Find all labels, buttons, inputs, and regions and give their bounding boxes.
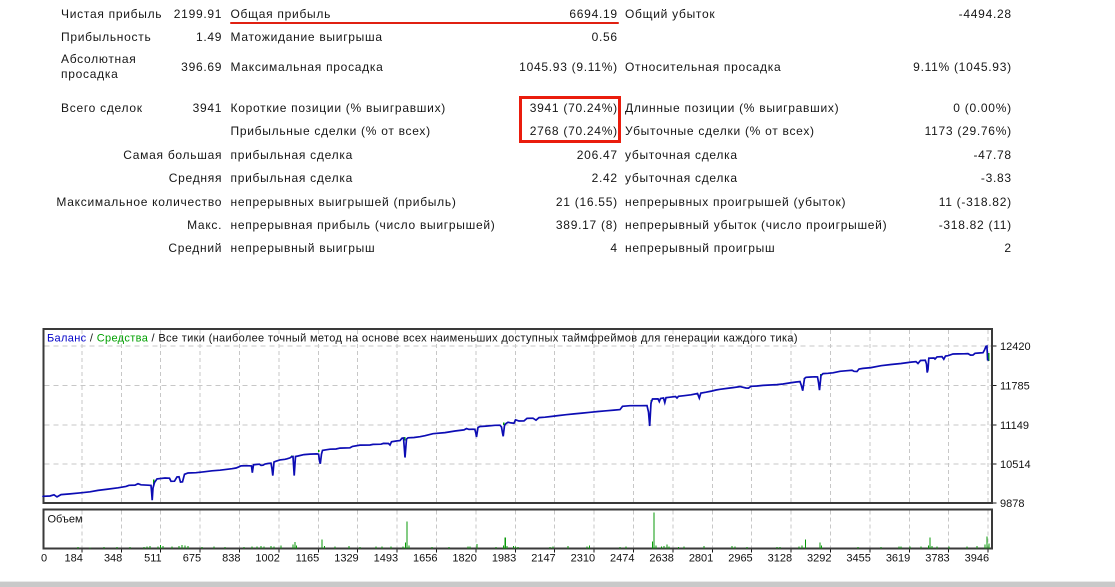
svg-text:11149: 11149 (1000, 420, 1029, 432)
svg-text:184: 184 (65, 553, 83, 565)
svg-text:2801: 2801 (689, 553, 713, 565)
svg-text:11785: 11785 (1000, 380, 1030, 392)
svg-text:3455: 3455 (846, 553, 870, 565)
svg-text:3128: 3128 (768, 553, 792, 565)
svg-text:1002: 1002 (255, 553, 279, 565)
svg-text:838: 838 (222, 553, 240, 565)
svg-text:348: 348 (104, 553, 122, 565)
svg-text:10514: 10514 (1000, 459, 1031, 471)
svg-text:3946: 3946 (965, 553, 989, 565)
svg-text:2147: 2147 (531, 553, 555, 565)
svg-text:2474: 2474 (610, 553, 634, 565)
svg-text:511: 511 (144, 553, 162, 565)
svg-text:12420: 12420 (1000, 341, 1031, 353)
svg-text:2965: 2965 (728, 553, 752, 565)
svg-text:1329: 1329 (334, 553, 358, 565)
svg-text:1983: 1983 (492, 553, 516, 565)
svg-text:675: 675 (183, 553, 201, 565)
svg-text:3783: 3783 (925, 553, 949, 565)
svg-text:2638: 2638 (649, 553, 673, 565)
svg-text:1165: 1165 (296, 553, 320, 565)
svg-text:Баланс / Средства / Все тики (: Баланс / Средства / Все тики (наиболее т… (47, 333, 798, 345)
svg-text:1656: 1656 (413, 553, 437, 565)
svg-text:1493: 1493 (374, 553, 398, 565)
svg-text:2310: 2310 (571, 553, 595, 565)
svg-text:3619: 3619 (886, 553, 910, 565)
svg-text:Объем: Объем (48, 514, 83, 526)
svg-text:9878: 9878 (1000, 498, 1024, 510)
svg-text:0: 0 (41, 553, 47, 565)
svg-text:3292: 3292 (807, 553, 831, 565)
svg-text:1820: 1820 (452, 553, 476, 565)
